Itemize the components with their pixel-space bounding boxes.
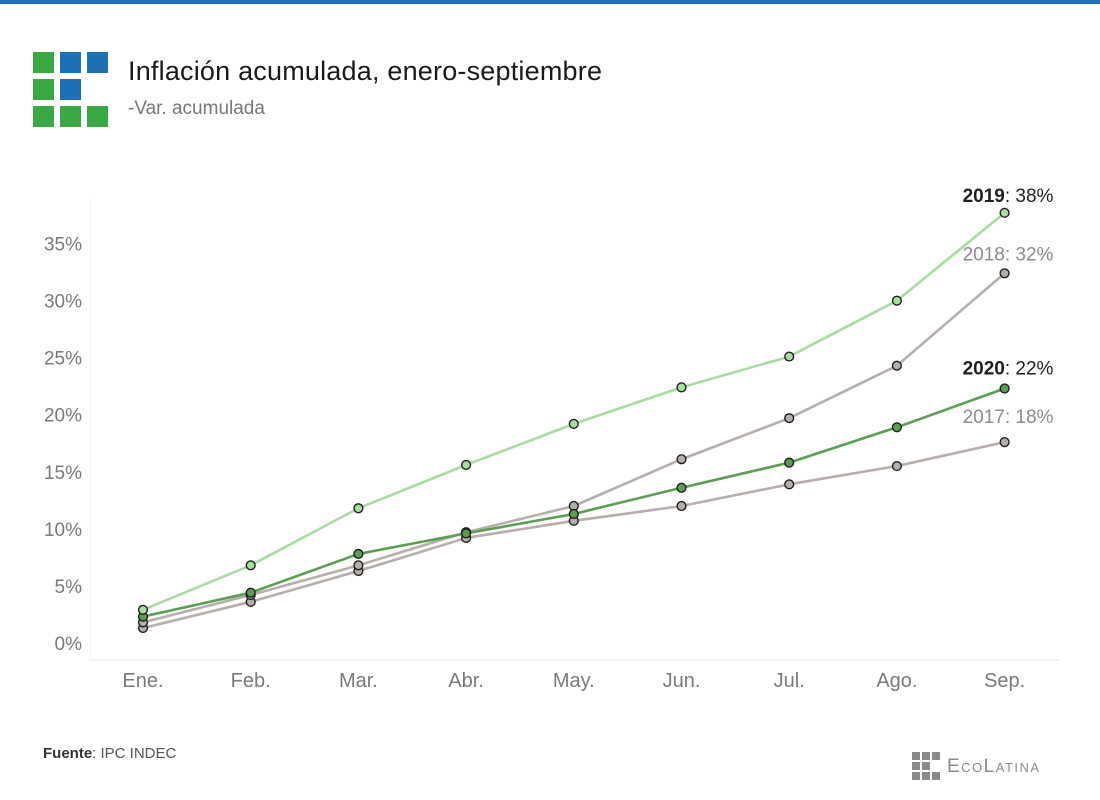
x-tick-label: Mar. <box>339 670 378 692</box>
header-logo <box>33 52 109 128</box>
x-tick-label: Ago. <box>876 670 917 692</box>
axes: 0% 5% 10% 15% 20% 25% 30% 35% Ene. Feb. Mar. Abr. Ma… <box>44 198 1060 692</box>
data-point-2020 <box>999 383 1010 394</box>
x-tick-label: Sep. <box>984 670 1025 692</box>
series-end-labels: 2017: 18% 2018: 32% 2020: 22% 2019: 38% <box>963 186 1054 428</box>
x-tick-label: Ene. <box>122 670 163 692</box>
data-point-2020 <box>676 482 687 493</box>
y-tick-label: 5% <box>55 577 83 598</box>
source-label: Fuente <box>43 745 93 762</box>
chart-subtitle: -Var. acumulada <box>128 98 265 119</box>
data-point-2020 <box>568 508 579 520</box>
data-point-2019 <box>784 351 795 362</box>
y-tick-label: 30% <box>44 292 82 313</box>
data-point-2018 <box>676 454 687 465</box>
chart-title: Inflación acumulada, enero-septiembre <box>128 56 603 86</box>
data-point-2018 <box>999 268 1010 279</box>
data-point-2017 <box>676 500 687 512</box>
data-point-2018 <box>353 560 364 571</box>
x-tick-label: Jul. <box>774 670 805 692</box>
end-label-value: : 32% <box>1005 244 1054 265</box>
brand-grid-icon <box>912 752 940 780</box>
x-tick-label: Abr. <box>448 670 484 692</box>
data-point-2017 <box>784 479 795 490</box>
data-point-2019 <box>676 382 687 393</box>
source-text: : IPC INDEC <box>92 745 177 762</box>
data-point-2020 <box>461 528 472 539</box>
end-label-year: 2018 <box>963 244 1005 265</box>
end-label-value: : 38% <box>1005 186 1054 207</box>
top-accent-bar <box>0 0 1100 4</box>
y-tick-label: 10% <box>44 520 82 541</box>
data-point-2019 <box>891 295 903 306</box>
end-label-value: : 18% <box>1005 407 1054 428</box>
data-point-2020 <box>353 548 364 560</box>
end-label-2018: 2018: 32% <box>963 244 1054 265</box>
x-tick-label: May. <box>553 670 595 692</box>
end-label-2017: 2017: 18% <box>963 407 1054 428</box>
series-line-2017 <box>142 440 1005 630</box>
data-point-2020 <box>784 457 795 468</box>
data-point-2017 <box>999 437 1010 448</box>
source-note: Fuente: IPC INDEC <box>43 745 176 762</box>
y-tick-label: 20% <box>44 406 82 427</box>
end-label-year: 2019 <box>963 186 1005 207</box>
y-tick-label: 25% <box>44 349 82 370</box>
data-point-2019 <box>245 560 256 571</box>
data-point-2020 <box>891 422 903 433</box>
y-tick-label: 0% <box>55 634 83 655</box>
y-tick-label: 15% <box>44 463 82 484</box>
data-point-2018 <box>784 413 795 424</box>
brand-logo: EcoLatina <box>912 752 1082 782</box>
end-label-year: 2020 <box>963 359 1005 380</box>
x-tick-label: Jun. <box>663 670 701 692</box>
y-tick-label: 35% <box>44 235 82 256</box>
end-label-value: : 22% <box>1005 359 1054 380</box>
data-point-2020 <box>245 587 256 598</box>
data-point-2019 <box>137 604 149 615</box>
data-point-2019 <box>568 418 579 429</box>
series-line-2018 <box>142 272 1006 624</box>
data-point-2019 <box>353 503 364 514</box>
series-points <box>137 207 1010 634</box>
data-point-2017 <box>891 460 903 472</box>
x-tick-label: Feb. <box>231 670 271 692</box>
end-label-2020: 2020: 22% <box>963 359 1054 380</box>
brand-name: EcoLatina <box>947 756 1041 777</box>
end-label-year: 2017 <box>963 407 1005 428</box>
data-point-2019 <box>461 459 472 471</box>
data-point-2019 <box>999 207 1010 218</box>
end-label-2019: 2019: 38% <box>963 186 1054 207</box>
series-line-2019 <box>142 211 1006 612</box>
data-point-2018 <box>891 360 903 371</box>
